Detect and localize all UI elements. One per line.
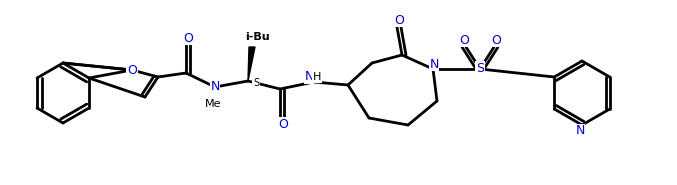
Text: N: N: [211, 80, 220, 92]
Text: O: O: [491, 33, 501, 46]
Text: Me: Me: [204, 99, 221, 109]
Text: O: O: [394, 14, 404, 26]
Text: S: S: [253, 78, 259, 88]
Text: O: O: [183, 31, 193, 45]
Text: S: S: [476, 61, 484, 75]
Text: O: O: [278, 117, 288, 130]
Text: N: N: [429, 58, 439, 70]
Text: N: N: [305, 70, 313, 83]
Text: i-Bu: i-Bu: [244, 32, 269, 42]
Text: O: O: [459, 33, 469, 46]
Text: H: H: [313, 72, 321, 82]
Text: O: O: [127, 63, 137, 77]
Text: N: N: [575, 125, 585, 137]
Polygon shape: [248, 47, 255, 81]
